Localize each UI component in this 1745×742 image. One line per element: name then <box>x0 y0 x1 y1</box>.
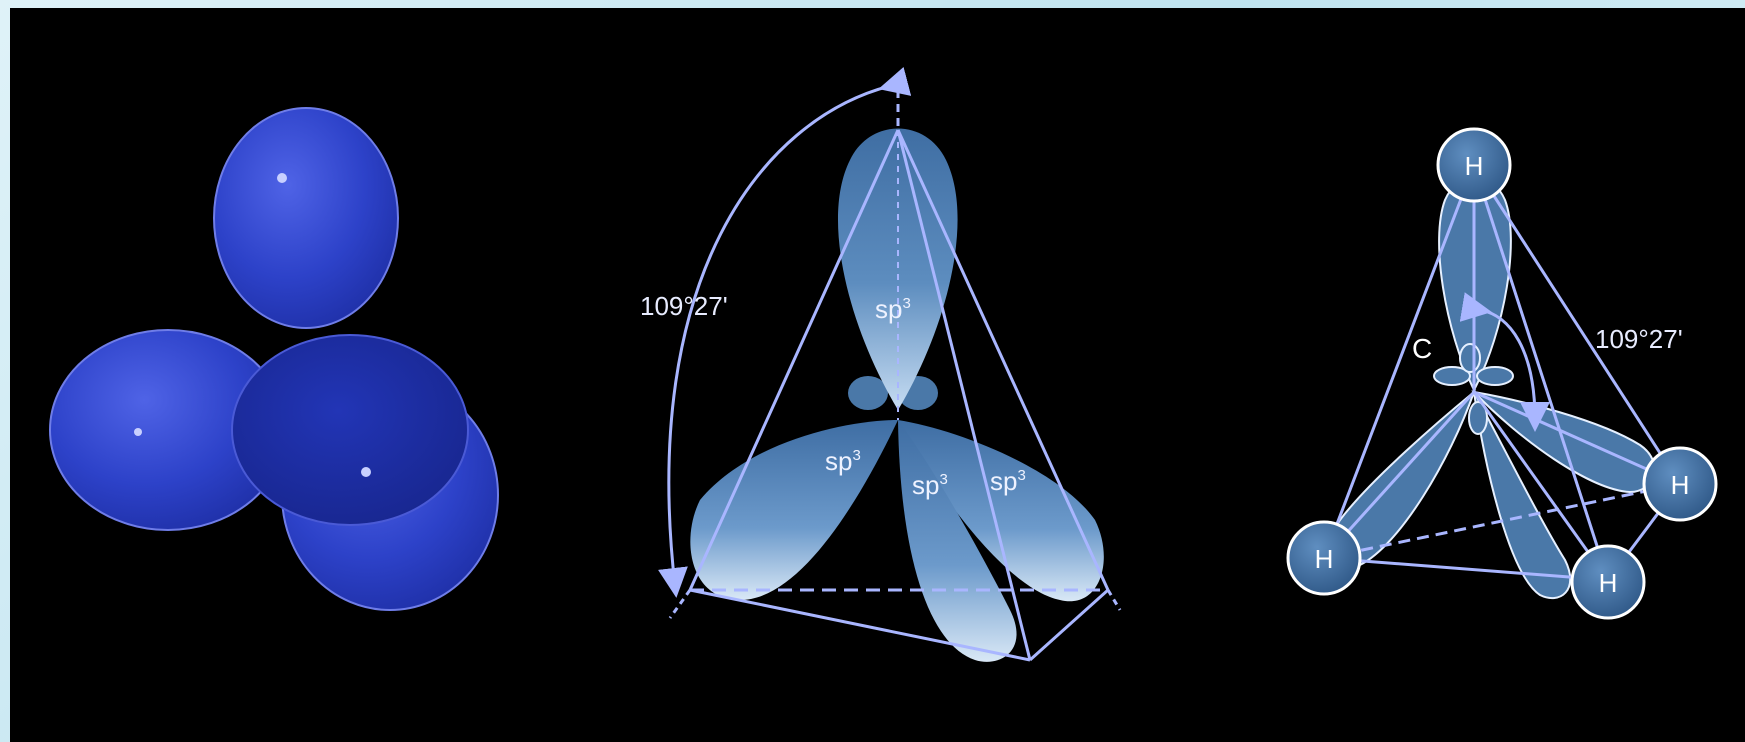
lobe-lower-right <box>898 420 1104 602</box>
lobe-lower-front <box>898 420 1017 662</box>
svg-text:H: H <box>1671 470 1690 500</box>
sp3-label-left: sp3 <box>825 446 861 476</box>
ch-lobe-front <box>1473 391 1572 600</box>
h-atom-top: H <box>1436 127 1512 203</box>
methane-diagram: H H H H C 109°27' <box>1286 127 1718 620</box>
left-lobe-center <box>231 334 469 526</box>
left-lobe-top <box>213 107 399 329</box>
svg-text:H: H <box>1315 544 1334 574</box>
sp3-orbital-blob <box>49 107 499 611</box>
middle-angle-label: 109°27' <box>640 291 728 321</box>
sp3-label-top: sp3 <box>875 294 911 324</box>
carbon-label: C <box>1412 333 1432 364</box>
middle-angle-arc <box>658 66 912 598</box>
h-atom-left: H <box>1286 520 1362 596</box>
svg-text:H: H <box>1465 151 1484 181</box>
sp3-label-front: sp3 <box>912 470 948 500</box>
right-angle-arc <box>1459 292 1550 432</box>
right-angle-label: 109°27' <box>1595 324 1683 354</box>
middle-sp3-diagram: 109°27' sp3 sp3 sp3 sp3 <box>640 66 1122 662</box>
h-atom-right: H <box>1642 446 1718 522</box>
svg-text:H: H <box>1599 568 1618 598</box>
lobe-lower-left <box>690 420 898 600</box>
sp3-label-right: sp3 <box>990 466 1026 496</box>
h-atom-bottom: H <box>1570 544 1646 620</box>
